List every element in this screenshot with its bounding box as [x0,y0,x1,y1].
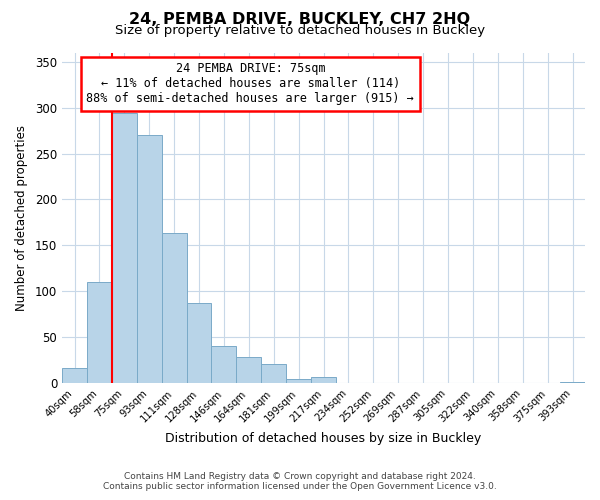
Text: 24 PEMBA DRIVE: 75sqm
← 11% of detached houses are smaller (114)
88% of semi-det: 24 PEMBA DRIVE: 75sqm ← 11% of detached … [86,62,414,106]
Bar [286,378,311,383]
Bar [112,113,137,383]
Bar [560,382,585,383]
Bar [161,234,187,383]
Y-axis label: Number of detached properties: Number of detached properties [15,125,28,311]
Bar [261,364,286,383]
Text: Size of property relative to detached houses in Buckley: Size of property relative to detached ho… [115,24,485,37]
Text: 24, PEMBA DRIVE, BUCKLEY, CH7 2HQ: 24, PEMBA DRIVE, BUCKLEY, CH7 2HQ [130,12,470,28]
Bar [187,304,211,383]
Bar [311,377,336,383]
Bar [236,358,261,383]
X-axis label: Distribution of detached houses by size in Buckley: Distribution of detached houses by size … [166,432,482,445]
Text: Contains HM Land Registry data © Crown copyright and database right 2024.: Contains HM Land Registry data © Crown c… [124,472,476,481]
Bar [87,282,112,383]
Bar [211,346,236,383]
Bar [137,135,161,383]
Bar [62,368,87,383]
Text: Contains public sector information licensed under the Open Government Licence v3: Contains public sector information licen… [103,482,497,491]
